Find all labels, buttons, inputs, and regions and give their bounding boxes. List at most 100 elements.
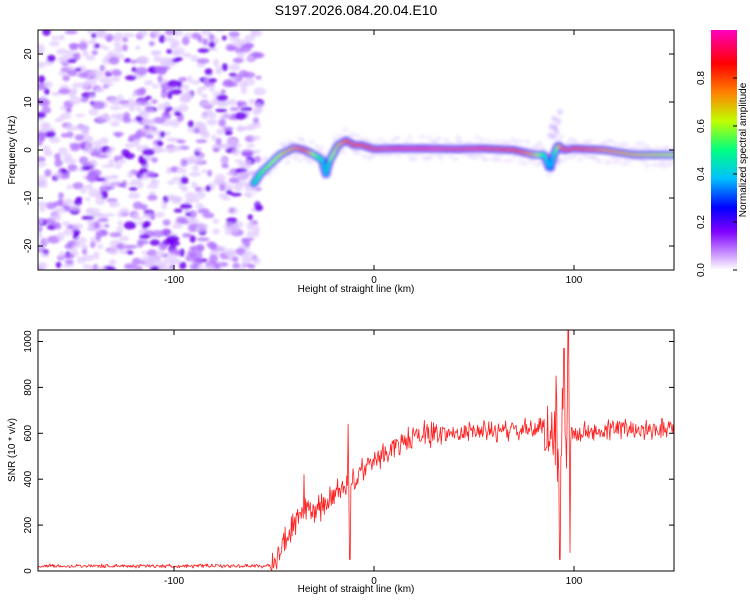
ridge-halo (584, 154, 591, 159)
ridge-segment (322, 164, 325, 167)
noise-blob (95, 233, 101, 241)
noise-blob (207, 169, 213, 177)
noise-blob (108, 259, 117, 266)
noise-blob (101, 112, 110, 120)
ridge-halo (375, 152, 382, 157)
noise-blob (124, 244, 138, 249)
snr-background (38, 330, 674, 571)
ridge-halo (637, 146, 644, 151)
spectrogram-x-axis: -100 0 100 (164, 30, 583, 286)
noise-blob (162, 258, 175, 265)
noise-blob (109, 146, 116, 153)
ridge-halo (438, 156, 445, 161)
noise-blob (153, 117, 166, 124)
noise-blob (104, 33, 115, 42)
noise-blob (205, 185, 212, 192)
noise-blob (104, 223, 110, 228)
ridge-halo (251, 190, 257, 195)
noise-blob (110, 76, 121, 82)
noise-blob (254, 102, 263, 111)
noise-blob (227, 98, 237, 106)
ridge-halo (623, 142, 629, 147)
noise-blob (100, 229, 107, 236)
noise-blob (226, 171, 234, 176)
noise-blob (81, 129, 90, 138)
noise-blob (152, 84, 159, 89)
ridge-segment (331, 152, 335, 156)
ridge-halo (263, 156, 269, 161)
noise-blob (79, 156, 89, 165)
noise-blob (86, 184, 93, 190)
noise-blob (38, 75, 46, 84)
noise-blob (45, 202, 57, 210)
noise-blob (141, 127, 153, 134)
noise-blob (197, 35, 203, 43)
noise-blob (61, 263, 75, 268)
snr-y-axis: 0 200 400 600 800 1000 (23, 330, 674, 574)
noise-blob (64, 50, 74, 56)
noise-blob (184, 192, 197, 200)
noise-blob (123, 58, 132, 63)
ridge-halo (296, 158, 303, 162)
noise-blob (124, 142, 135, 148)
noise-blob (39, 98, 51, 107)
ridge-halo (354, 133, 361, 138)
noise-blob (236, 100, 247, 107)
noise-blob (102, 185, 116, 190)
noise-blob (187, 120, 194, 128)
noise-blob (102, 180, 110, 185)
noise-blob (179, 220, 189, 224)
noise-blob (117, 53, 125, 60)
noise-blob (121, 44, 128, 52)
ridge-segment (330, 154, 334, 158)
noise-blob (226, 82, 239, 87)
noise-blob (75, 113, 86, 118)
noise-blob (41, 106, 52, 114)
noise-blob (99, 77, 112, 84)
noise-blob (38, 84, 47, 91)
ridge-halo (318, 150, 325, 155)
ridge-segment (253, 180, 257, 183)
noise-blob (215, 180, 228, 186)
noise-blob (96, 87, 105, 93)
noise-blob (155, 211, 166, 218)
noise-blob (189, 235, 196, 243)
ridge-halo (572, 139, 579, 144)
ridge-halo (479, 153, 485, 158)
y-tick-label: 600 (23, 425, 34, 442)
noise-blob (122, 32, 135, 38)
noise-blob (227, 46, 240, 51)
noise-blob (250, 135, 261, 141)
noise-blob (58, 88, 71, 95)
noise-blob (94, 43, 101, 49)
ridge-halo (493, 139, 500, 144)
noise-blob (70, 145, 80, 152)
noise-blob (167, 80, 181, 87)
snr-series-line (38, 330, 674, 571)
noise-blob (109, 105, 122, 111)
noise-blob (190, 55, 199, 62)
noise-blob (125, 75, 137, 81)
noise-blob (91, 50, 98, 56)
noise-blob (83, 81, 89, 89)
noise-blob (93, 221, 101, 230)
noise-blob (166, 235, 180, 243)
ridge-segment (546, 163, 550, 166)
noise-blob (87, 30, 93, 35)
noise-blob (45, 130, 56, 138)
noise-blob (161, 111, 172, 120)
noise-blob (222, 113, 232, 118)
noise-blob (99, 64, 106, 72)
ridge-halo (620, 162, 627, 167)
noise-blob (208, 33, 215, 41)
noise-blob (66, 131, 74, 138)
noise-blob (196, 243, 205, 253)
noise-blob (151, 50, 160, 57)
ridge-halo (407, 135, 413, 140)
ridge-smear (556, 158, 561, 165)
ridge-segment (255, 178, 258, 182)
noise-blob (110, 113, 124, 120)
noise-blob (232, 262, 241, 269)
y-tick-label: 0 (23, 147, 34, 153)
ridge-smear (557, 108, 563, 115)
